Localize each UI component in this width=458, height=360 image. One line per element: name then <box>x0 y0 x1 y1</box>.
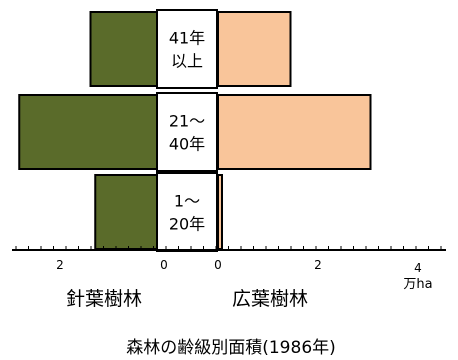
category-box-2 <box>156 172 218 252</box>
bar-right-2 <box>217 174 223 250</box>
category-label-1-1: 40年 <box>169 135 205 154</box>
category-label-2-0: 1～ <box>174 192 200 211</box>
right-bars <box>217 11 372 250</box>
unit-label: 万ha <box>403 277 432 292</box>
series-label-right: 広葉樹林 <box>232 288 308 310</box>
bar-right-1 <box>217 94 372 170</box>
bar-left-2 <box>94 174 158 250</box>
left-bars <box>18 11 158 250</box>
category-label-0-0: 41年 <box>169 29 205 48</box>
bar-right-0 <box>217 11 292 87</box>
category-box-0 <box>156 9 218 89</box>
bar-left-1 <box>18 94 158 170</box>
bar-left-0 <box>89 11 158 87</box>
axis-ticks <box>15 246 442 251</box>
chart-title: 森林の齢級別面積(1986年) <box>126 338 336 358</box>
right-tick-0: 0 <box>214 258 222 272</box>
right-tick-4: 4 <box>414 261 422 275</box>
series-label-left: 針葉樹林 <box>66 288 142 310</box>
category-label-0-1: 以上 <box>171 52 203 71</box>
right-tick-2: 2 <box>314 258 322 272</box>
category-label-1-0: 21～ <box>169 112 205 131</box>
left-tick-0: 0 <box>160 258 168 272</box>
left-tick-2: 2 <box>56 258 64 272</box>
category-label-2-1: 20年 <box>169 215 205 234</box>
category-box-1 <box>156 92 218 172</box>
